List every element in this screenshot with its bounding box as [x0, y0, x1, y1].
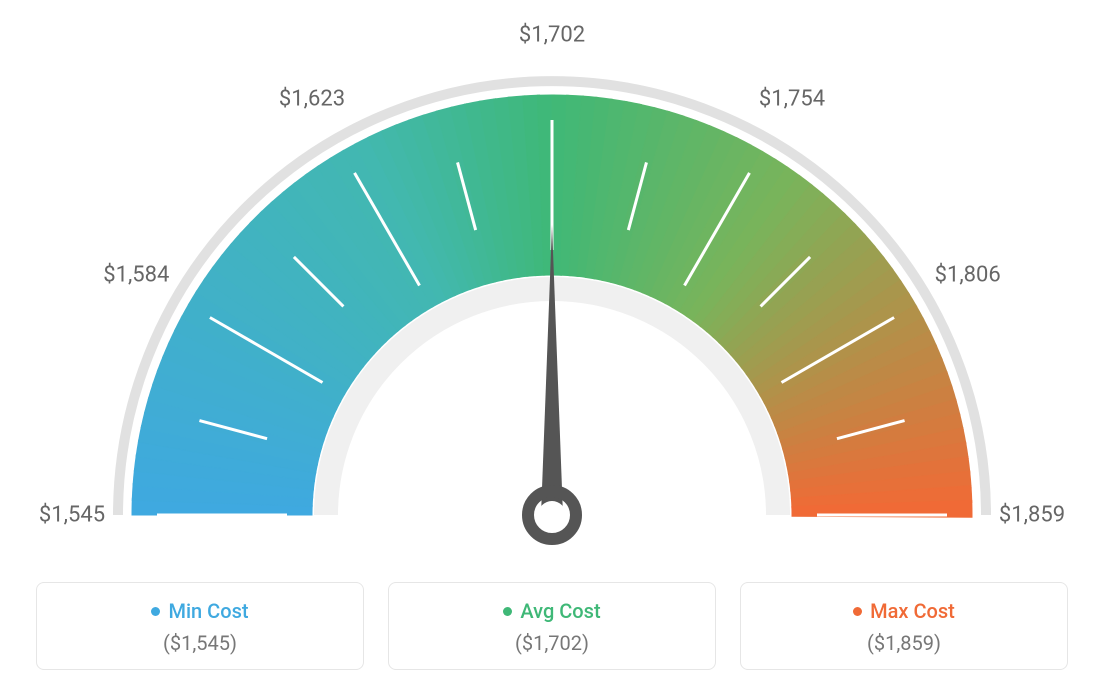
gauge-tick-label: $1,545: [39, 503, 105, 528]
legend-title-avg: Avg Cost: [520, 599, 600, 623]
gauge-tick-label: $1,859: [999, 503, 1065, 528]
legend-value-avg: ($1,702): [401, 631, 703, 655]
legend-dot-max: [853, 607, 862, 616]
gauge-tick-label: $1,584: [103, 263, 169, 288]
gauge-tick-label: $1,623: [279, 87, 345, 112]
legend-title-min: Min Cost: [168, 599, 248, 623]
legend-card-avg: Avg Cost ($1,702): [388, 582, 716, 670]
legend-title-max: Max Cost: [870, 599, 955, 623]
legend-row: Min Cost ($1,545) Avg Cost ($1,702) Max …: [0, 582, 1104, 670]
legend-value-max: ($1,859): [753, 631, 1055, 655]
gauge-tick-label: $1,754: [759, 87, 825, 112]
gauge-chart: $1,545$1,584$1,623$1,702$1,754$1,806$1,8…: [52, 25, 1052, 565]
legend-card-max: Max Cost ($1,859): [740, 582, 1068, 670]
legend-card-min: Min Cost ($1,545): [36, 582, 364, 670]
gauge-svg: [52, 25, 1052, 565]
gauge-tick-label: $1,702: [519, 23, 585, 48]
gauge-tick-label: $1,806: [935, 263, 1001, 288]
legend-dot-avg: [503, 607, 512, 616]
legend-dot-min: [151, 607, 160, 616]
legend-value-min: ($1,545): [49, 631, 351, 655]
